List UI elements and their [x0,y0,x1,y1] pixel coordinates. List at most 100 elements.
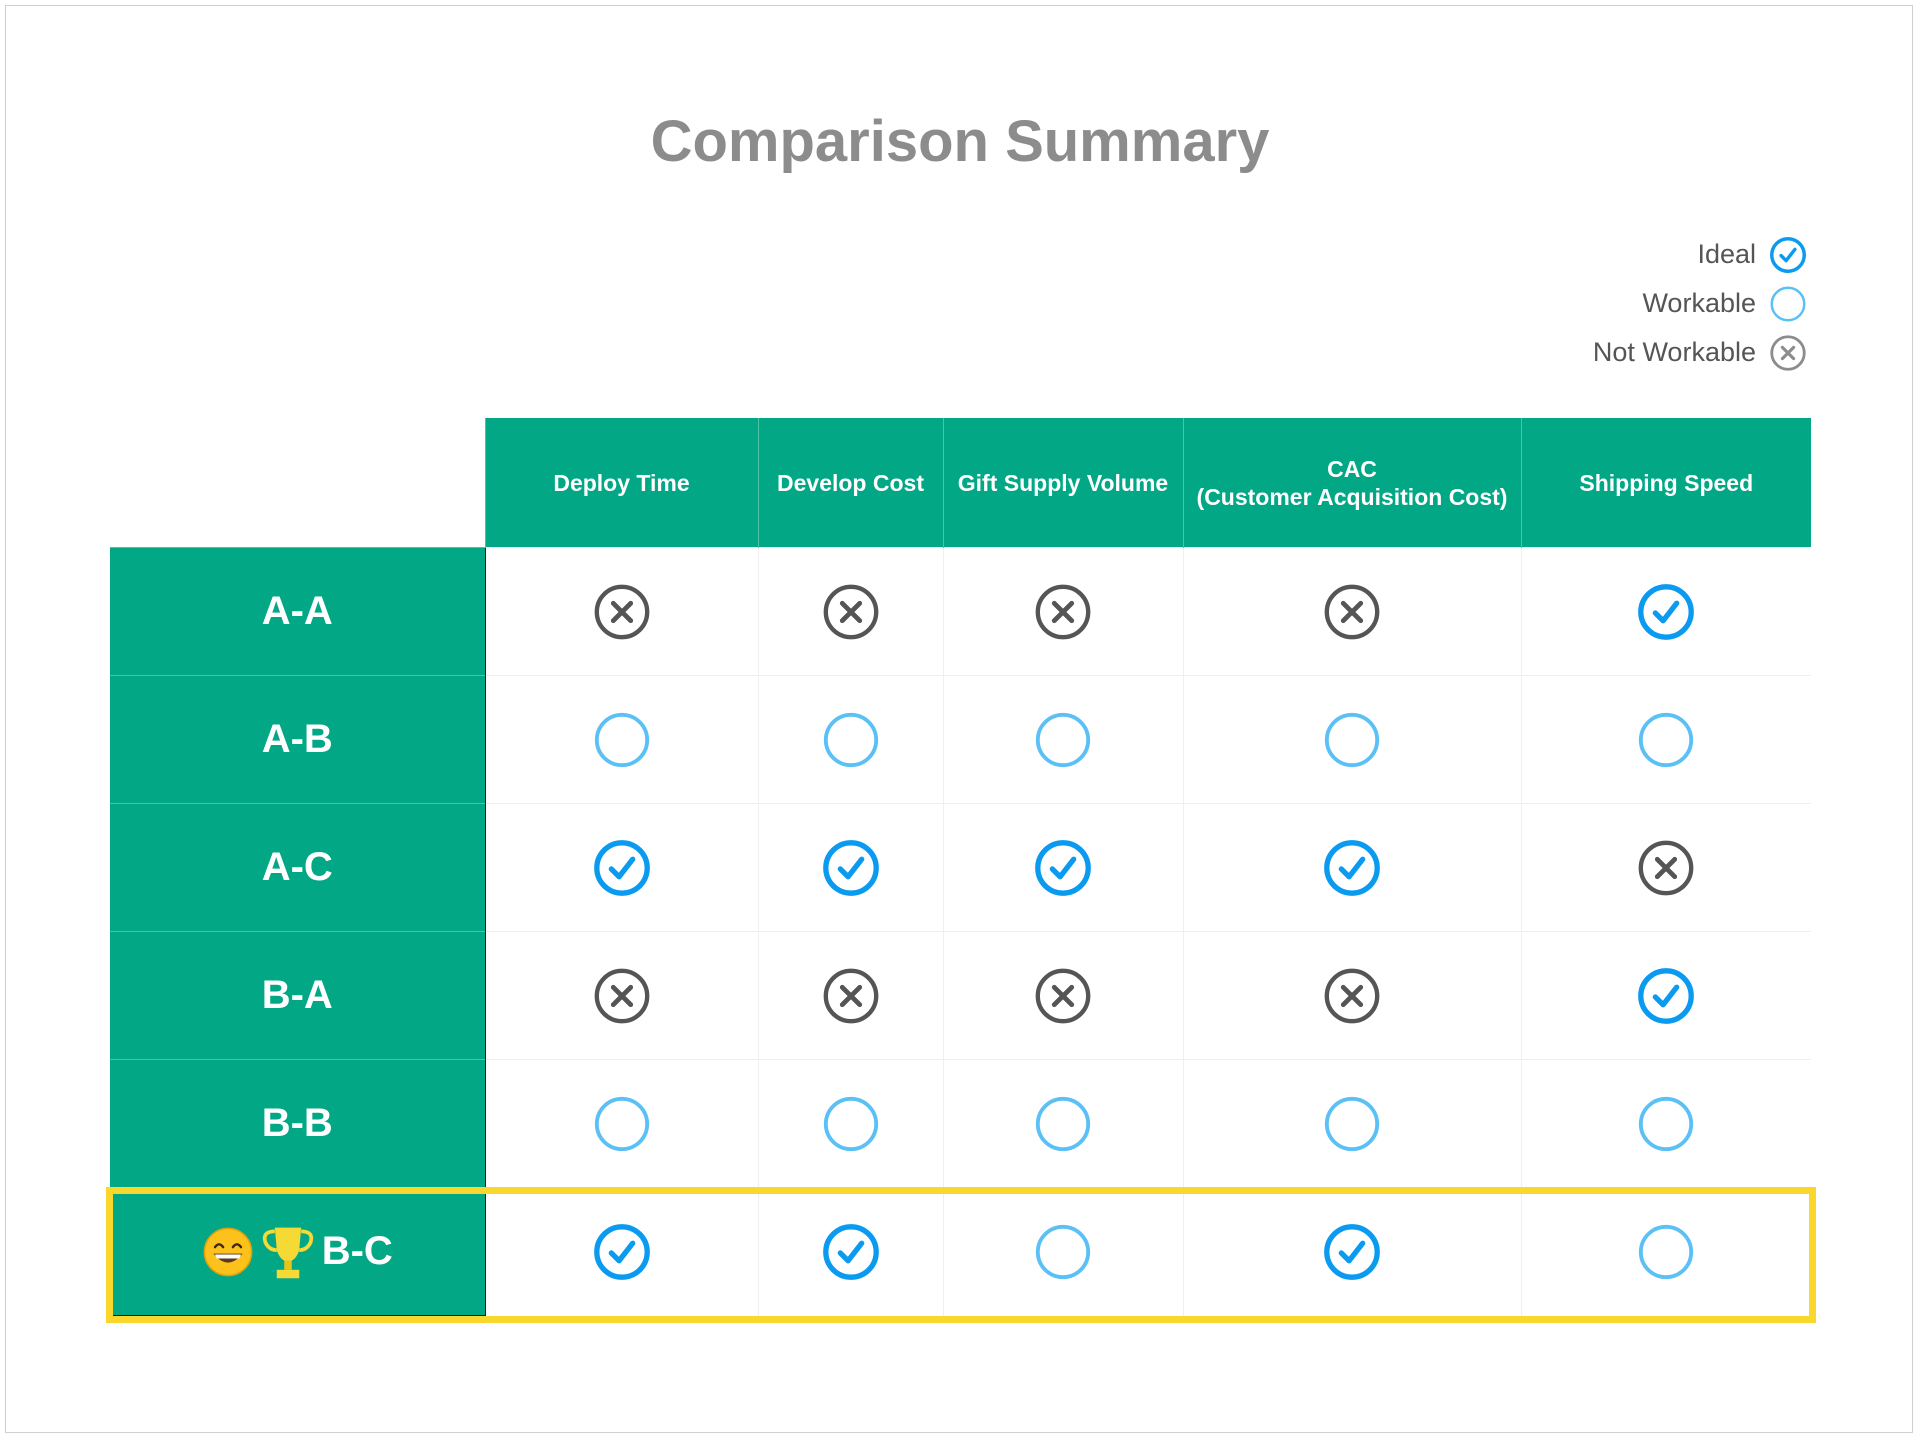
row-label: B-C [321,1229,393,1273]
row-header: B-C [110,1187,486,1316]
grinning-face-icon [203,1227,253,1276]
x-circle-icon [1324,584,1380,639]
table-row: A-C [110,803,1811,932]
status-cell [484,931,758,1060]
circle-icon [823,712,878,767]
circle-icon [1639,712,1694,767]
legend-label: Ideal [1697,239,1756,269]
status-cell [1520,675,1811,804]
legend-label: Workable [1642,288,1756,318]
slide-frame [5,5,1913,1433]
status-cell [942,675,1183,804]
x-circle-icon [1035,968,1091,1023]
status-cell [1520,1059,1811,1188]
row-header: A-C [110,803,486,932]
row-label: B-B [261,1101,333,1145]
comparison-table-wrapper: Deploy Time Develop Cost Gift Supply Volum… [110,418,1811,1316]
status-cell [484,1187,758,1316]
row-label: B-A [261,973,333,1017]
check-circle-icon [1324,839,1380,896]
row-label: A-C [261,845,333,889]
status-cell [942,931,1183,1060]
status-cell [1182,547,1521,676]
status-cell [942,1187,1183,1316]
circle-icon [594,1096,649,1151]
status-cell [757,1187,943,1316]
row-header: B-A [110,931,486,1060]
status-cell [757,675,943,804]
status-cell [1182,803,1521,932]
table-row: A-A [110,547,1811,676]
check-circle-icon [822,839,879,896]
status-cell [942,1059,1183,1188]
circle-icon [1639,1096,1694,1151]
page-title: Comparison Summary [650,109,1270,174]
x-circle-icon [1770,334,1806,371]
x-circle-icon [594,584,649,639]
row-label: A-A [261,589,333,633]
status-cell [942,803,1183,932]
column-header: Gift Supply Volume [942,418,1183,548]
circle-icon [1770,286,1806,321]
row-header-content: B-A [110,973,485,1018]
circle-icon [1035,1096,1091,1151]
status-cell [1182,1059,1521,1188]
circle-icon [1035,1224,1091,1279]
x-circle-icon [1035,584,1091,639]
status-cell [757,803,943,932]
circle-icon [1035,712,1091,767]
x-circle-icon [1324,968,1380,1023]
row-header-content: A-C [110,845,485,890]
status-cell [484,1059,758,1188]
circle-icon [823,1096,878,1151]
row-header: A-B [110,675,486,804]
check-circle-icon [1770,236,1806,273]
row-header: A-A [110,547,486,676]
check-circle-icon [593,839,650,896]
status-cell [484,547,758,676]
table-row: B-A [110,931,1811,1060]
table-row: A-B [110,675,1811,804]
x-circle-icon [1638,840,1694,895]
status-cell [757,547,943,676]
circle-icon [594,712,649,767]
comparison-table: Deploy Time Develop Cost Gift Supply Volum… [110,418,1811,1316]
circle-icon [1324,712,1380,767]
check-circle-icon [1638,967,1695,1024]
legend-label: Not Workable [1592,337,1756,367]
legend: Ideal Workable Not Workable [1593,230,1808,377]
table-row: B-C [110,1187,1811,1316]
status-cell [1182,1187,1521,1316]
check-circle-icon [593,1223,650,1280]
legend-item-ideal: Ideal [1593,230,1808,279]
legend-item-not-workable: Not Workable [1593,328,1808,377]
x-circle-icon [594,968,649,1023]
status-cell [484,675,758,804]
status-cell [757,1059,943,1188]
circle-icon [1324,1096,1380,1151]
legend-item-workable: Workable [1593,279,1808,328]
status-cell [757,931,943,1060]
row-header-content: A-B [110,717,485,762]
column-header: Shipping Speed [1520,418,1811,548]
status-cell [1520,547,1811,676]
status-cell [1182,931,1521,1060]
row-label: A-B [261,717,333,761]
check-circle-icon [1638,583,1695,640]
circle-icon [1639,1224,1694,1279]
check-circle-icon [1324,1223,1380,1280]
check-circle-icon [1035,839,1091,896]
row-header-content: B-B [110,1101,485,1146]
table-corner [110,418,485,548]
row-header: B-B [110,1059,486,1188]
column-header: CAC (Customer Acquisition Cost) [1182,418,1521,548]
row-header-content: B-C [110,1213,485,1291]
status-cell [1182,675,1521,804]
status-cell [484,803,758,932]
row-header-content: A-A [110,589,485,634]
column-header: Deploy Time [484,418,758,548]
trophy-icon [262,1227,313,1278]
header-row: Deploy Time Develop Cost Gift Supply Volum… [110,418,1811,548]
status-cell [1520,931,1811,1060]
table-body: A-A A-B A-C B-A B-B B-C [110,547,1811,1316]
